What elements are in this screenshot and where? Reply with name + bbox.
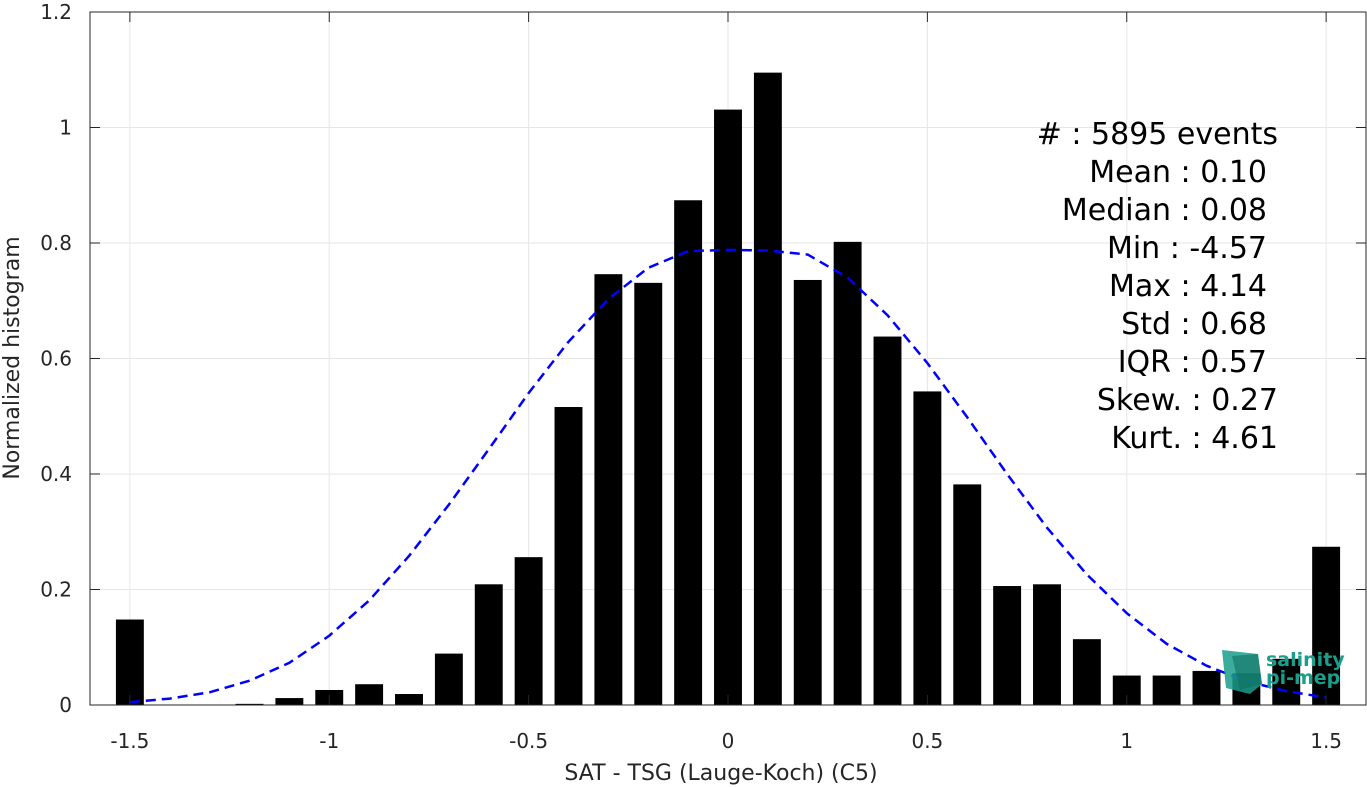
histogram-bar <box>115 619 144 705</box>
y-tick-label: 0.2 <box>40 578 72 602</box>
histogram-bar <box>514 557 543 705</box>
logo-text-salinity: salinity <box>1266 649 1345 671</box>
x-axis-title: SAT - TSG (Lauge-Koch) (C5) <box>564 761 877 786</box>
histogram-bar <box>833 241 862 705</box>
x-tick-label: 1.5 <box>1310 729 1342 753</box>
stat-skew: Skew. : 0.27 <box>1097 383 1278 418</box>
histogram-bar <box>1192 670 1221 705</box>
logo-text-pimep: pi-mep <box>1266 667 1340 689</box>
histogram-bar <box>953 484 982 705</box>
histogram-bar <box>873 336 902 705</box>
stats-box: # : 5895 events Mean : 0.10 Median : 0.0… <box>1037 117 1278 456</box>
x-tick-label: 1 <box>1120 729 1133 753</box>
histogram-bar <box>355 684 384 705</box>
histogram-bar <box>554 407 583 705</box>
histogram-bar <box>1033 584 1061 705</box>
stat-iqr: IQR : 0.57 <box>1118 345 1267 380</box>
x-tick-labels: -1.5 -1 -0.5 0 0.5 1 1.5 <box>110 729 1342 753</box>
histogram-bar <box>753 72 782 705</box>
histogram-bar <box>594 274 623 705</box>
x-tick-label: -0.5 <box>509 729 548 753</box>
histogram-bar <box>474 584 503 705</box>
histogram-bar <box>993 586 1022 705</box>
axis-ticks <box>90 11 1366 706</box>
y-tick-label: 0.4 <box>40 462 72 486</box>
y-tick-label: 1.2 <box>40 0 72 24</box>
salinity-pimep-logo: salinity pi-mep <box>1222 649 1345 694</box>
histogram-bar <box>714 109 742 705</box>
histogram-bar <box>1072 639 1101 705</box>
histogram-bar <box>235 703 264 705</box>
normal-fit-curve <box>129 248 1327 704</box>
stat-median: Median : 0.08 <box>1062 193 1267 228</box>
logo-mark-shade <box>1232 654 1262 690</box>
y-tick-label: 0 <box>59 693 72 717</box>
x-tick-label: -1 <box>319 729 339 753</box>
stat-min: Min : -4.57 <box>1107 231 1267 266</box>
histogram-bar <box>1312 546 1341 705</box>
histogram-bar <box>674 200 703 705</box>
stat-events: # : 5895 events <box>1037 117 1278 152</box>
stat-mean: Mean : 0.10 <box>1089 155 1267 190</box>
x-tick-label: 0.5 <box>911 729 943 753</box>
histogram-bar <box>634 282 663 705</box>
histogram-bar <box>793 279 822 705</box>
y-tick-label: 0.6 <box>40 347 72 371</box>
histogram-bar <box>395 694 423 705</box>
histogram-bar <box>275 698 304 705</box>
y-tick-label: 1 <box>59 116 72 140</box>
x-tick-label: -1.5 <box>110 729 149 753</box>
histogram-bar <box>1152 675 1181 705</box>
x-tick-label: 0 <box>722 729 735 753</box>
stat-std: Std : 0.68 <box>1121 307 1267 342</box>
y-tick-label: 0.8 <box>40 231 72 255</box>
stat-max: Max : 4.14 <box>1109 269 1267 304</box>
histogram-bar <box>434 653 463 705</box>
histogram-bars <box>115 72 1341 705</box>
y-tick-labels: 0 0.2 0.4 0.6 0.8 1 1.2 <box>40 0 72 717</box>
y-axis-title: Normalized histogram <box>0 236 25 479</box>
histogram-bar <box>913 391 942 705</box>
stat-kurt: Kurt. : 4.61 <box>1111 421 1278 456</box>
histogram-bar <box>1272 658 1301 705</box>
